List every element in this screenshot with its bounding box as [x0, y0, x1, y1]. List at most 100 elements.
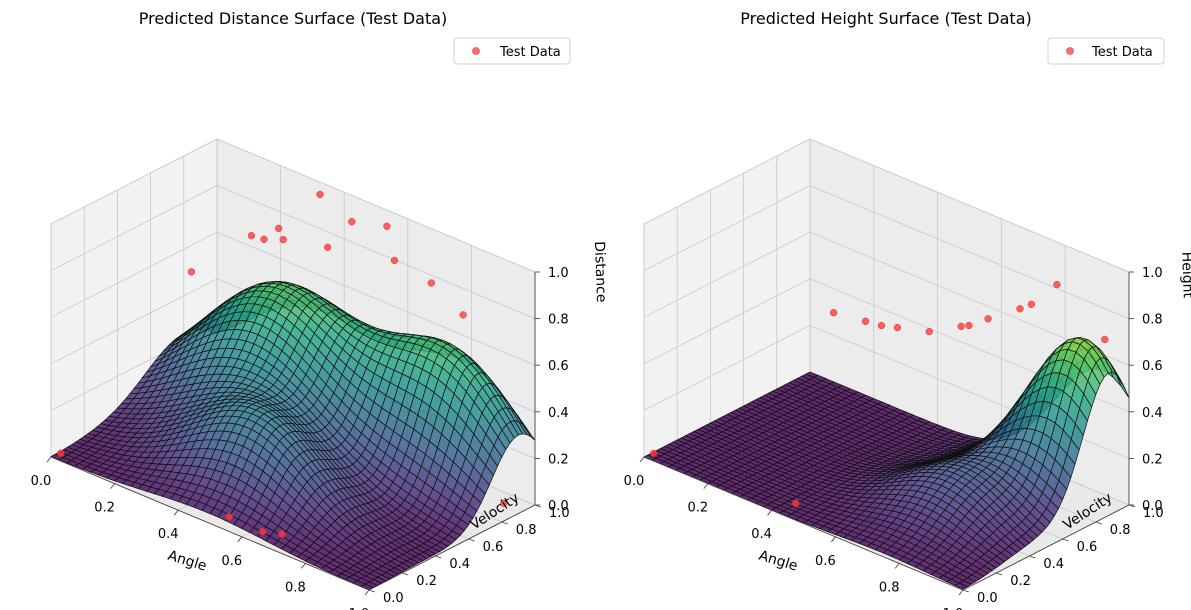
y-tick-label: 1.0	[1143, 506, 1164, 521]
gridline-left-z	[643, 185, 811, 271]
gridline-left-z	[50, 278, 218, 365]
x-tick-label: 0.0	[31, 474, 52, 489]
gridline-back-z	[216, 231, 536, 366]
z-tick-label: 0.2	[548, 452, 569, 467]
z-axis-label: Height	[1178, 251, 1191, 298]
test-point	[877, 321, 886, 330]
legend-marker	[1066, 47, 1074, 55]
test-point	[187, 268, 196, 276]
test-point	[275, 224, 283, 233]
x-tick-mark	[639, 456, 645, 463]
z-axis-label: Distance	[591, 241, 609, 303]
test-point	[957, 322, 965, 330]
z-tick-label: 0.0	[548, 499, 569, 514]
z-tick-label: 0.4	[1142, 406, 1163, 421]
y-tick-mark	[402, 572, 409, 576]
test-point	[459, 311, 467, 319]
test-data-points	[650, 280, 1109, 507]
x-tick-mark	[831, 536, 836, 543]
test-point	[1053, 280, 1061, 289]
x-tick-label: 1.0	[943, 607, 964, 610]
x-tick-label: 0.4	[158, 527, 179, 542]
legend-label: Test Data	[499, 45, 561, 60]
gridline-left-z	[50, 231, 218, 318]
x-tick-mark	[173, 509, 179, 516]
test-point	[1101, 335, 1109, 344]
test-point	[225, 513, 233, 521]
legend-label: Test Data	[1091, 45, 1153, 60]
test-point	[861, 317, 870, 325]
x-tick-label: 0.8	[285, 580, 306, 595]
height-surface-panel: Predicted Height Surface (Test Data) 0.0…	[624, 9, 1191, 610]
x-tick-mark	[767, 509, 772, 516]
legend-box	[1047, 37, 1165, 65]
y-tick-label: 0.2	[1010, 574, 1031, 589]
y-tick-label: 0.0	[383, 591, 404, 606]
x-tick-mark	[46, 456, 52, 463]
x-tick-label: 0.2	[94, 501, 115, 516]
legend-box	[453, 37, 571, 65]
test-point	[348, 218, 356, 226]
y-tick-label: 0.6	[1077, 540, 1098, 555]
test-point	[965, 321, 973, 330]
x-tick-mark	[110, 483, 115, 489]
gridline-back-z	[809, 185, 1130, 319]
test-point	[650, 449, 658, 457]
gridline-left-z	[50, 138, 218, 225]
y-tick-mark	[435, 555, 442, 559]
gridline-left-z	[643, 278, 811, 365]
legend: Test Data	[1047, 37, 1165, 65]
test-point	[792, 499, 800, 507]
gridline-back-z	[216, 185, 536, 319]
z-tick-label: 0.8	[1142, 313, 1163, 328]
x-tick-mark	[894, 563, 900, 569]
test-point	[427, 279, 435, 287]
test-point	[247, 232, 256, 240]
x-axis-label: Angle	[166, 548, 209, 575]
test-point	[390, 256, 399, 265]
z-tick-label: 1.0	[1142, 266, 1163, 281]
y-tick-label: 1.0	[549, 506, 570, 521]
x-tick-mark	[703, 483, 709, 489]
test-point	[279, 235, 287, 244]
y-axis-line	[962, 504, 1130, 591]
test-point	[829, 309, 838, 317]
gridline-back-z	[216, 138, 536, 273]
gridline-left-z	[643, 325, 811, 411]
surface-mesh	[50, 281, 536, 591]
x-axis-line	[643, 456, 964, 591]
test-point	[323, 243, 332, 251]
legend: Test Data	[453, 37, 571, 65]
y-tick-label: 0.8	[1110, 523, 1131, 538]
distance-surface-panel: Predicted Distance Surface (Test Data) 0…	[31, 9, 609, 610]
test-point	[925, 327, 933, 336]
test-point	[500, 499, 508, 508]
test-point	[260, 235, 268, 243]
y-tick-label: 0.0	[977, 591, 998, 606]
x-tick-label: 0.0	[624, 474, 645, 489]
y-tick-mark	[996, 572, 1003, 576]
gridline-left-z	[643, 231, 811, 318]
z-tick-label: 1.0	[548, 266, 569, 281]
x-tick-label: 0.6	[221, 554, 242, 569]
test-point	[893, 323, 902, 332]
y-axis-line	[368, 504, 536, 591]
test-point	[57, 449, 65, 457]
y-tick-mark	[1029, 555, 1036, 559]
test-point	[984, 315, 992, 323]
test-point	[1016, 305, 1024, 313]
y-tick-mark	[368, 589, 376, 593]
chart-title: Predicted Height Surface (Test Data)	[740, 9, 1032, 28]
axes: 0.00.20.40.60.81.00.00.20.40.60.81.00.00…	[624, 266, 1164, 610]
x-tick-label: 0.6	[815, 554, 836, 569]
chart-title: Predicted Distance Surface (Test Data)	[139, 9, 448, 28]
x-tick-mark	[364, 589, 370, 596]
x-tick-label: 0.4	[751, 527, 772, 542]
y-tick-mark	[501, 521, 508, 525]
y-tick-mark	[468, 538, 475, 542]
z-tick-label: 0.0	[1142, 499, 1163, 514]
y-tick-label: 0.4	[449, 557, 470, 572]
x-tick-mark	[301, 563, 306, 569]
surface-facet	[954, 582, 968, 590]
